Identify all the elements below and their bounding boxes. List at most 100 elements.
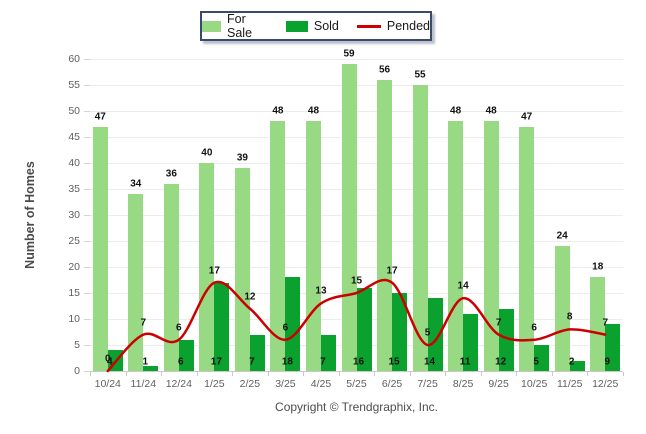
sold-value-label: 5	[533, 356, 539, 368]
gridline	[90, 59, 623, 60]
y-axis-tick	[84, 371, 90, 372]
gridline	[90, 111, 623, 112]
y-axis-tick-label: 30	[68, 209, 80, 221]
y-axis-tick-label: 5	[74, 339, 80, 351]
x-axis-tick	[232, 372, 234, 376]
x-axis-tick	[374, 372, 376, 376]
pended-value-label: 5	[424, 327, 431, 339]
y-axis-tick	[84, 85, 90, 86]
pended-value-label: 6	[531, 322, 537, 334]
x-axis-tick-label: 8/25	[452, 378, 474, 390]
x-axis-tick	[445, 372, 447, 376]
x-axis-tick-label: 7/25	[417, 378, 438, 390]
for-sale-value-label: 18	[592, 261, 604, 273]
x-axis-tick	[90, 372, 91, 376]
x-axis-tick-label: 9/25	[488, 378, 509, 390]
y-axis-tick	[84, 319, 90, 320]
x-axis-tick-label: 6/25	[381, 378, 403, 390]
sold-value-label: 16	[352, 356, 365, 368]
x-axis-tick	[587, 372, 589, 376]
for-sale-value-label: 39	[236, 152, 248, 164]
x-axis-tick-label: 10/25	[521, 378, 548, 390]
x-axis-tick-label: 10/24	[94, 378, 121, 390]
x-axis-tick	[338, 372, 340, 376]
y-axis-title: Number of Homes	[23, 161, 37, 269]
sold-value-label: 11	[459, 356, 471, 368]
pended-value-label: 6	[176, 322, 182, 334]
sold-value-label: 9	[604, 356, 610, 368]
for-sale-value-label: 48	[450, 105, 462, 117]
for-sale-bar	[448, 121, 464, 371]
for-sale-bar	[483, 121, 499, 371]
for-sale-bar	[128, 194, 144, 371]
for-sale-value-label: 47	[94, 111, 106, 123]
x-axis-tick-label: 11/24	[130, 378, 157, 390]
x-axis-tick	[196, 372, 198, 376]
gridline	[90, 163, 623, 164]
for-sale-value-label: 40	[201, 147, 213, 159]
x-axis-tick	[409, 372, 411, 376]
y-axis-tick	[84, 345, 90, 346]
sold-value-label: 15	[388, 356, 400, 368]
y-axis-tick	[84, 293, 90, 294]
x-axis-tick-label: 2/25	[239, 378, 261, 390]
y-axis-tick	[84, 59, 90, 60]
x-axis-tick-label: 3/25	[275, 378, 296, 390]
for-sale-value-label: 59	[343, 48, 355, 60]
sold-bar	[605, 324, 621, 371]
legend-item-pended: Pended	[356, 19, 430, 33]
y-axis-tick-label: 0	[74, 365, 80, 377]
for-sale-bar	[92, 126, 108, 371]
y-axis-tick-label: 55	[68, 79, 80, 91]
sold-value-label: 17	[210, 356, 222, 368]
y-axis-tick	[84, 241, 90, 242]
chart-legend: For Sale Sold Pended	[200, 11, 432, 41]
y-axis-tick-label: 15	[68, 287, 80, 299]
x-axis-tick	[480, 372, 482, 376]
y-axis-tick-label: 60	[68, 53, 80, 65]
for-sale-bar	[341, 64, 357, 371]
y-axis-tick	[84, 111, 90, 112]
for-sale-bar	[554, 246, 570, 371]
legend-item-sold: Sold	[285, 19, 339, 33]
pended-value-label: 0	[104, 353, 111, 365]
sold-value-label: 14	[424, 356, 436, 368]
pended-value-label: 7	[602, 317, 608, 329]
gridline	[90, 215, 623, 216]
y-axis-tick-label: 20	[68, 261, 80, 273]
x-axis-tick-label: 4/25	[310, 378, 332, 390]
sold-value-label: 6	[178, 356, 184, 368]
sold-value-label: 18	[281, 356, 293, 368]
pended-value-label: 17	[208, 265, 220, 277]
sold-value-label: 12	[495, 356, 507, 368]
for-sale-bar	[305, 121, 321, 371]
pended-value-label: 12	[244, 291, 256, 303]
x-axis-tick-label: 1/25	[204, 378, 225, 390]
pended-value-label: 6	[282, 322, 289, 334]
x-axis-line	[90, 371, 623, 372]
for-sale-bar	[377, 79, 393, 371]
for-sale-value-label: 34	[130, 178, 142, 190]
x-axis-tick	[161, 372, 163, 376]
y-axis-tick-label: 10	[68, 313, 80, 325]
for-sale-bar	[163, 183, 179, 371]
x-axis-tick	[623, 372, 624, 376]
for-sale-value-label: 56	[378, 64, 391, 76]
sold-swatch-icon	[285, 20, 308, 32]
sold-value-label: 2	[568, 356, 575, 368]
legend-label-for-sale: For Sale	[227, 12, 253, 40]
for-sale-bar	[519, 126, 535, 371]
for-sale-value-label: 48	[272, 105, 284, 117]
for-sale-swatch-icon	[202, 20, 222, 32]
x-axis-tick	[551, 372, 553, 376]
sold-value-label: 7	[249, 356, 255, 368]
y-axis-tick-label: 40	[68, 157, 80, 169]
sold-value-label: 1	[142, 356, 149, 368]
pended-value-label: 7	[495, 317, 502, 329]
y-axis-tick	[84, 215, 90, 216]
sold-value-label: 7	[320, 356, 326, 368]
pended-value-label: 8	[566, 311, 573, 323]
y-axis-tick	[84, 267, 90, 268]
y-axis-tick-label: 50	[68, 105, 80, 117]
